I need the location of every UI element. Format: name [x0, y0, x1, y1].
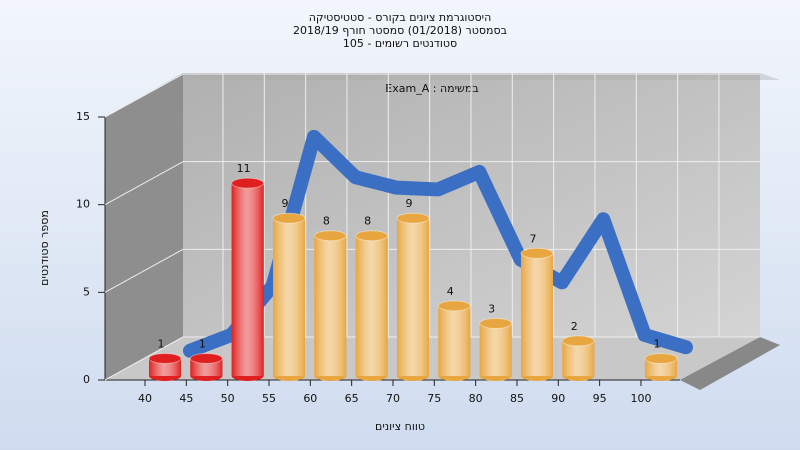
x-tick-label: 45	[179, 392, 193, 405]
grid-line	[104, 336, 184, 381]
data-label: 1	[653, 337, 660, 350]
bar-shine	[231, 183, 264, 376]
bar-top	[272, 212, 306, 224]
bar-top	[148, 352, 182, 364]
bar-shine	[272, 218, 305, 376]
floor-edge	[680, 337, 780, 390]
y-tick-label: 5	[83, 285, 90, 298]
chart-title: היסטוגרמת ציונים בקורס - סטטיסטיקה	[309, 11, 492, 24]
chart-title: בסמסטר (01/2018) סמסטר חורף 2018/19	[293, 24, 507, 37]
data-label: 7	[529, 232, 536, 245]
x-axis-label: טווח ציונים	[375, 420, 425, 433]
x-tick-label: 40	[138, 392, 152, 405]
grid-line	[104, 248, 184, 293]
bar-shine	[355, 235, 388, 376]
bar-top	[644, 352, 678, 364]
y-tick-label: 10	[76, 198, 90, 211]
grid-line	[104, 161, 184, 206]
grid-line	[104, 73, 184, 118]
data-label: 2	[571, 320, 578, 333]
bar-top	[396, 212, 430, 224]
x-tick-label: 75	[427, 392, 441, 405]
y-tick-label: 15	[76, 110, 90, 123]
bar-top	[479, 317, 513, 329]
x-tick-label: 60	[303, 392, 317, 405]
bar-top	[355, 230, 389, 242]
bar-top	[520, 247, 554, 259]
chart-subtitle: Exam_A : במשימה	[385, 82, 478, 95]
bar-shine	[438, 305, 471, 376]
data-label: 8	[323, 215, 330, 228]
bar-shine	[562, 340, 595, 376]
bar-top	[189, 352, 223, 364]
data-label: 9	[281, 197, 288, 210]
bar-shine	[314, 235, 347, 376]
bar-shine	[190, 358, 223, 376]
x-tick-label: 70	[386, 392, 400, 405]
x-tick-label: 100	[630, 392, 651, 405]
x-tick-label: 80	[469, 392, 483, 405]
bar-shine	[520, 253, 553, 376]
y-tick-label: 0	[83, 373, 90, 386]
data-label: 3	[488, 302, 495, 315]
left-wall	[105, 73, 183, 380]
data-label: 11	[237, 162, 251, 175]
bar-top	[437, 300, 471, 312]
data-label: 1	[199, 337, 206, 350]
chart-title: סטודנטים רשומים - 105	[343, 37, 457, 50]
floor	[105, 337, 760, 380]
x-tick-label: 95	[593, 392, 607, 405]
x-tick-label: 50	[221, 392, 235, 405]
bar-shine	[396, 218, 429, 376]
x-tick-label: 55	[262, 392, 276, 405]
y-axis-label: מספר סטודנטים	[38, 210, 51, 286]
data-label: 8	[364, 215, 371, 228]
top-edge	[183, 73, 780, 80]
data-label: 9	[405, 197, 412, 210]
x-tick-label: 85	[510, 392, 524, 405]
data-label: 1	[158, 337, 165, 350]
data-label: 4	[447, 285, 454, 298]
bar-top	[313, 230, 347, 242]
bar-top	[231, 177, 265, 189]
bar-top	[561, 335, 595, 347]
trend-ribbon	[183, 129, 693, 358]
x-tick-label: 90	[551, 392, 565, 405]
bar-shine	[479, 323, 512, 376]
bar-shine	[644, 358, 677, 376]
x-tick-label: 65	[345, 392, 359, 405]
bar-shine	[149, 358, 181, 376]
